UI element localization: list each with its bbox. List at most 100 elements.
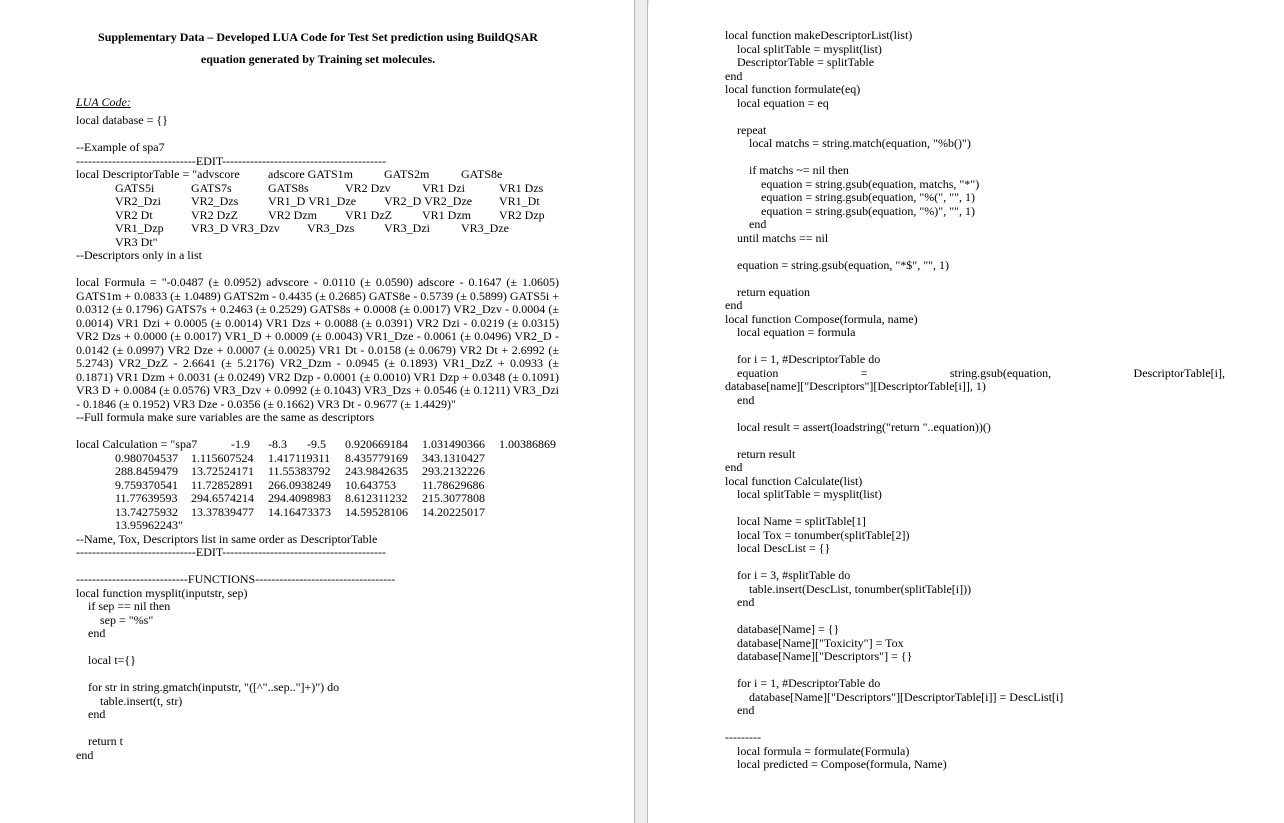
code-line: local result = assert(loadstring("return… [725,419,991,434]
descriptor-row: GATS5i GATS7s GATS8s VR2 Dzv VR1 Dzi VR1 Dzs [76,180,559,196]
code-line [725,664,1225,678]
code-line: until matchs == nil [725,230,829,245]
code-line: database[Name]["Descriptors"][Descriptor… [725,689,1064,704]
descriptor-cell: VR3_Dzi [384,221,430,235]
code-line: equation = string.gsub(equation, Descrip… [737,365,1225,380]
descriptor-cell: VR3_D VR3_Dzv [191,221,280,235]
descriptor-cell: GATS7s [191,180,232,195]
edit-separator: ------------------------------EDIT------… [76,153,386,168]
code-line: return result [725,446,796,461]
descriptor-cell: VR2 Dt [115,207,153,222]
code-comment: --Full formula make sure variables are t… [76,410,375,424]
calculation-cell: 13.74275932 [115,504,178,519]
descriptor-cell: VR2 Dzm [268,207,317,222]
code-line: --------- [725,730,761,744]
descriptor-cell: GATS8s [268,180,309,195]
code-line: local function Calculate(list) [725,473,863,488]
code-line: local Name = splitTable[1] [725,514,866,528]
code-line [725,272,1225,286]
calculation-row: 9.759370541 11.72852891 266.0938249 10.6437… [76,477,559,493]
code-line: return t [76,734,123,748]
descriptor-cell: GATS2m [384,167,430,181]
code-comment: --Name, Tox, Descriptors list in same or… [76,531,378,546]
descriptor-cell: VR2 Dzv [345,180,391,195]
descriptor-cell: VR1 DzZ [345,207,392,222]
calculation-cell: 13.95962243" [115,518,183,532]
code-line: local Tox = tonumber(splitTable[2]) [725,527,910,542]
calculation-cell: 11.78629686 [422,477,485,492]
code-comment: --Example of spa7 [76,140,165,154]
code-line: end [725,595,755,609]
descriptor-cell: VR3 Dt" [115,234,158,249]
document-page-1: Supplementary Data – Developed LUA Code … [0,0,634,823]
descriptor-row: local DescriptorTable = "advscore adscore… [76,167,559,182]
calculation-cell: 1.417119311 [268,450,331,465]
calculation-row: 13.95962243" [76,518,559,533]
code-line: end [725,68,743,83]
descriptor-cell: VR1 Dzi [422,180,465,195]
descriptor-cell: adscore GATS1m [268,167,353,181]
descriptor-cell: VR3_Dze [461,221,509,235]
code-comment: --Descriptors only in a list [76,248,202,262]
code-line [76,722,559,736]
code-line [76,641,559,655]
section-label: LUA Code: [76,95,131,109]
code-line: ----------------------------FUNCTIONS---… [76,572,396,586]
calculation-block: local Calculation = "spa7 -1.9 -8.3 -9.5 0.9… [76,437,559,533]
code-line: local splitTable = mysplit(list) [725,487,882,501]
code-line: local equation = formula [725,325,856,339]
code-line: if sep == nil then [76,599,171,613]
descriptor-cell: local DescriptorTable = "advscore [76,167,240,181]
descriptor-cell: VR1_Dt [499,194,540,208]
calculation-cell: 11.72852891 [191,477,254,492]
calculation-cell: 11.77639593 [115,491,178,505]
descriptor-cell: VR2_Dzs [191,194,239,208]
code-line: local t={} [76,653,136,667]
calculation-cell: 266.0938249 [268,477,331,492]
code-line: database[name]["Descriptors"][Descriptor… [725,379,986,393]
descriptor-cell: GATS8e [461,167,503,181]
calculation-cell: -8.3 [268,437,287,451]
code-line: for i = 1, #DescriptorTable do [725,676,881,690]
code-line [725,556,1225,570]
code-line: database[Name]["Toxicity"] = Tox [725,635,904,650]
calculation-cell: 0.980704537 [115,450,178,465]
descriptor-row: VR2_Dzi VR2_Dzs VR1_D VR1_Dze VR2_D VR2_Dze… [76,194,559,209]
calculation-cell: 8.435779169 [345,450,408,465]
calculation-cell: 243.9842635 [345,464,408,478]
calculation-cell: 294.4098983 [268,491,331,505]
blank-line [76,128,559,142]
blank-line [76,560,559,574]
calculation-cell: 294.6574214 [191,491,254,505]
functions-block: ----------------------------FUNCTIONS---… [76,572,559,762]
descriptor-cell: VR2 Dzp [499,207,545,222]
code-line [725,151,1225,165]
code-line: local function mysplit(inputstr, sep) [76,585,248,600]
code-line: end [725,298,743,312]
calculation-row: 288.8459479 13.72524171 11.55383792 243.984… [76,464,559,479]
code-line: equation = string.gsub(equation, matchs,… [725,176,980,191]
code-line: local function Compose(formula, name) [725,311,918,326]
lua-code-part-1: local database = {} --Example of spa7 --… [76,113,559,762]
descriptor-cell: VR2 DzZ [191,207,238,222]
formula-block: local Formula = "-0.0487 (± 0.0952) advs… [76,275,559,411]
descriptor-cell: VR2_D VR2_Dze [384,194,473,208]
code-line [725,407,1225,421]
calculation-cell: 1.115607524 [191,450,254,465]
calculation-cell: 8.612311232 [345,491,408,505]
code-line: database[Name] = {} [725,622,840,636]
calculation-cell: -1.9 [231,437,250,451]
code-line: equation = string.gsub(equation, "%(", "… [725,190,975,204]
page-gap [634,0,648,823]
code-line: end [76,707,106,721]
calculation-row: 0.980704537 1.115607524 1.417119311 8.43577… [76,450,559,466]
calculation-cell: 13.72524171 [191,464,254,478]
descriptor-row: VR3 Dt" [76,234,559,250]
descriptor-cell: VR1_Dzp [115,221,164,235]
descriptor-cell: VR1_D VR1_Dze [268,194,357,208]
calculation-row: local Calculation = "spa7 -1.9 -8.3 -9.5 0.9… [76,437,559,452]
code-line: end [725,217,767,231]
code-line [725,718,1225,732]
code-line [725,340,1225,354]
calculation-cell: 14.16473373 [268,504,331,519]
